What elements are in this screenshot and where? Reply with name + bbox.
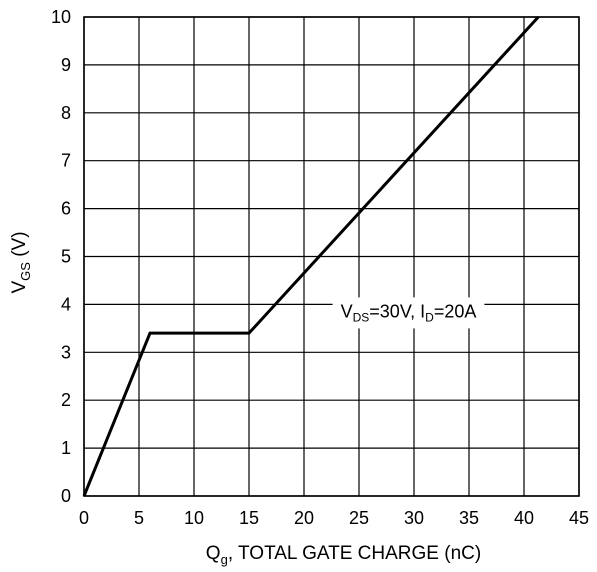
y-label-symbol: V xyxy=(9,281,30,294)
condition-label: VDS=30V, ID=20A xyxy=(341,301,477,324)
x-tick-label: 25 xyxy=(349,508,369,528)
id-value: =20A xyxy=(434,301,477,321)
y-tick-label: 0 xyxy=(61,486,71,506)
x-tick-label: 20 xyxy=(294,508,314,528)
x-axis-label: Qg, TOTAL GATE CHARGE (nC) xyxy=(206,543,481,567)
y-tick-label: 7 xyxy=(61,151,71,171)
condition-annotation: VDS=30V, ID=20A xyxy=(332,297,485,329)
grid-lines xyxy=(83,16,580,497)
vds-value: =30V, I xyxy=(369,301,425,321)
y-tick-label: 8 xyxy=(61,103,71,123)
y-label-text: (V) xyxy=(9,231,30,262)
vds-symbol: V xyxy=(341,301,353,321)
gate-charge-series-line xyxy=(82,15,540,497)
x-axis-tick-labels: 0 5 10 15 20 25 30 35 40 45 xyxy=(79,508,589,528)
annotation-background xyxy=(332,297,485,329)
y-tick-label: 4 xyxy=(61,294,71,314)
x-label-symbol: Q xyxy=(206,543,221,564)
x-label-text: , TOTAL GATE CHARGE (nC) xyxy=(228,543,481,564)
y-tick-label: 1 xyxy=(61,438,71,458)
x-tick-label: 45 xyxy=(569,508,589,528)
y-tick-label: 2 xyxy=(61,390,71,410)
plot-area-frame xyxy=(83,16,580,497)
y-tick-label: 10 xyxy=(51,7,71,27)
x-tick-label: 10 xyxy=(184,508,204,528)
y-axis-label: VGS (V) xyxy=(9,231,33,293)
y-tick-label: 3 xyxy=(61,342,71,362)
y-tick-label: 6 xyxy=(61,199,71,219)
x-tick-label: 15 xyxy=(239,508,259,528)
x-tick-label: 35 xyxy=(459,508,479,528)
y-label-subscript: GS xyxy=(18,262,33,281)
y-tick-label: 5 xyxy=(61,247,71,267)
x-label-subscript: g xyxy=(221,552,228,567)
x-tick-label: 40 xyxy=(514,508,534,528)
y-axis-tick-labels: 0 1 2 3 4 5 6 7 8 9 10 xyxy=(51,7,71,506)
x-tick-label: 30 xyxy=(404,508,424,528)
vds-subscript: DS xyxy=(353,310,370,324)
id-subscript: D xyxy=(425,310,434,324)
x-tick-label: 0 xyxy=(79,508,89,528)
x-tick-label: 5 xyxy=(134,508,144,528)
y-tick-label: 9 xyxy=(61,55,71,75)
